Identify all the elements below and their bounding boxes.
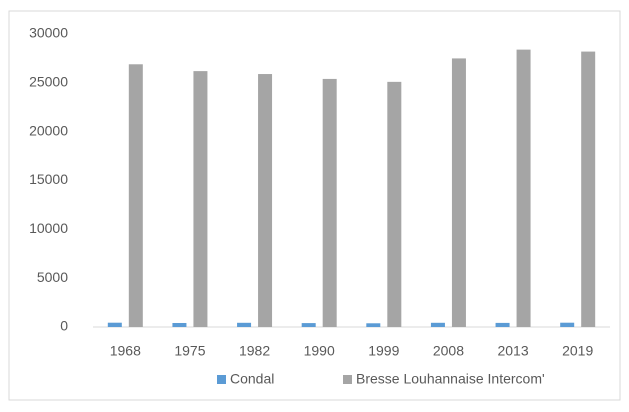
bar xyxy=(516,49,531,327)
bar xyxy=(560,322,575,327)
legend-label: Bresse Louhannaise Intercom' xyxy=(356,371,545,387)
x-tick-label: 1990 xyxy=(304,343,335,359)
x-tick-label: 1975 xyxy=(174,343,205,359)
bar xyxy=(495,322,510,327)
y-tick-label: 30000 xyxy=(29,25,68,41)
bar xyxy=(366,323,381,327)
y-tick-label: 0 xyxy=(60,318,68,334)
bar xyxy=(172,322,187,327)
y-tick-label: 15000 xyxy=(29,171,68,187)
x-tick-label: 2019 xyxy=(562,343,593,359)
y-tick-label: 10000 xyxy=(29,220,68,236)
y-tick-label: 25000 xyxy=(29,74,68,90)
bar xyxy=(581,51,596,327)
x-tick-label: 2008 xyxy=(433,343,464,359)
bar xyxy=(128,64,143,327)
bar xyxy=(451,58,466,328)
bar xyxy=(237,322,252,327)
x-tick-label: 1999 xyxy=(368,343,399,359)
x-tick-label: 1982 xyxy=(239,343,270,359)
bar xyxy=(193,71,208,327)
legend-label: Condal xyxy=(230,371,274,387)
legend-swatch xyxy=(343,375,352,384)
x-tick-label: 1968 xyxy=(110,343,141,359)
legend-swatch xyxy=(217,375,226,384)
bar xyxy=(107,322,122,327)
bar xyxy=(258,74,273,327)
bar xyxy=(430,322,445,327)
y-tick-label: 5000 xyxy=(37,269,68,285)
x-tick-label: 2013 xyxy=(497,343,528,359)
y-tick-label: 20000 xyxy=(29,122,68,138)
bar xyxy=(387,81,402,328)
bar xyxy=(322,78,337,327)
bar xyxy=(301,323,316,327)
